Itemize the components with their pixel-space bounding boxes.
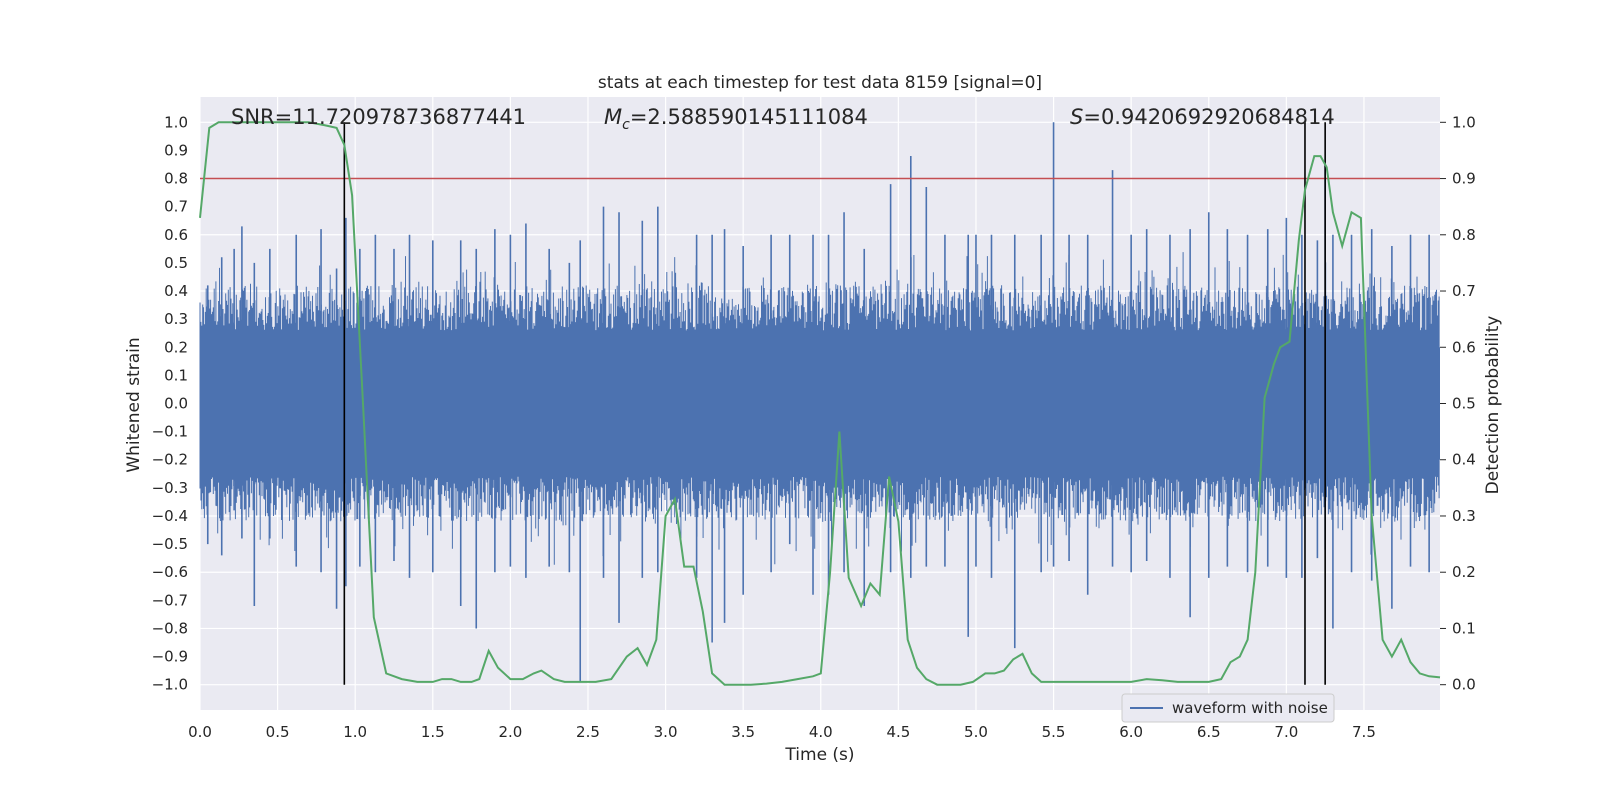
vertical-markers bbox=[343, 122, 1326, 685]
y-right-tick-label: 0.3 bbox=[1452, 507, 1476, 525]
y-left-tick-label: −0.5 bbox=[152, 535, 188, 553]
y-left-tick-label: 0.9 bbox=[164, 141, 188, 159]
y-right-tick-label: 0.9 bbox=[1452, 170, 1476, 188]
y-left-tick-label: −0.3 bbox=[152, 479, 188, 497]
y-left-tick-label: 0.0 bbox=[164, 395, 188, 413]
y-left-tick-label: 1.0 bbox=[164, 113, 188, 131]
x-tick-label: 4.0 bbox=[809, 723, 833, 741]
x-tick-label: 3.5 bbox=[731, 723, 755, 741]
y-left-tick-label: −0.4 bbox=[152, 507, 188, 525]
x-tick-label: 4.5 bbox=[886, 723, 910, 741]
x-axis-label: Time (s) bbox=[784, 745, 854, 765]
y-left-tick-label: 0.6 bbox=[164, 226, 188, 244]
y-left-tick-label: 0.5 bbox=[164, 254, 188, 272]
y-right-tick-label: 0.0 bbox=[1452, 676, 1476, 694]
y-right-tick-label: 0.1 bbox=[1452, 619, 1476, 637]
x-tick-label: 1.0 bbox=[343, 723, 367, 741]
s-value: =0.9420692920684814 bbox=[1083, 105, 1334, 129]
x-tick-label: 7.5 bbox=[1352, 723, 1376, 741]
x-tick-label: 2.0 bbox=[498, 723, 522, 741]
y-left-tick-label: −1.0 bbox=[152, 676, 188, 694]
x-axis-ticks: 0.0 0.5 1.0 1.5 2.0 2.5 3.0 3.5 4.0 4.5 5.0 5.5 6.0 6… bbox=[188, 723, 1376, 741]
y-right-tick-label: 0.6 bbox=[1452, 338, 1476, 356]
chirp-mass-annotation: Mc=2.588590145111084 bbox=[604, 105, 868, 133]
mc-symbol: M bbox=[604, 105, 622, 129]
x-tick-label: 5.5 bbox=[1042, 723, 1066, 741]
y-left-tick-label: 0.3 bbox=[164, 310, 188, 328]
x-tick-label: 6.0 bbox=[1119, 723, 1143, 741]
y-left-tick-label: 0.7 bbox=[164, 198, 188, 216]
y-right-tick-label: 0.4 bbox=[1452, 451, 1476, 469]
y-right-tick-label: 0.2 bbox=[1452, 563, 1476, 581]
y-right-tick-label: 0.7 bbox=[1452, 282, 1476, 300]
y-right-tick-label: 0.8 bbox=[1452, 226, 1476, 244]
x-tick-label: 0.0 bbox=[188, 723, 212, 741]
y-left-tick-label: 0.4 bbox=[164, 282, 188, 300]
y-left-tick-label: 0.2 bbox=[164, 338, 188, 356]
x-tick-label: 3.0 bbox=[654, 723, 678, 741]
x-tick-label: 2.5 bbox=[576, 723, 600, 741]
y-left-tick-label: −0.7 bbox=[152, 591, 188, 609]
legend-label: waveform with noise bbox=[1172, 699, 1328, 717]
score-annotation: S=0.9420692920684814 bbox=[1070, 105, 1335, 129]
y-left-tick-label: −0.6 bbox=[152, 563, 188, 581]
y-right-axis-ticks: 1.0 0.9 0.8 0.7 0.6 0.5 0.4 0.3 0.2 0.1 0.0 bbox=[1440, 113, 1476, 694]
y-left-tick-label: −0.9 bbox=[152, 648, 188, 666]
y-left-tick-label: −0.2 bbox=[152, 451, 188, 469]
probability-series-line bbox=[199, 121, 1441, 686]
s-symbol: S bbox=[1070, 105, 1083, 129]
legend: waveform with noise bbox=[1121, 693, 1335, 723]
y-left-tick-label: 0.1 bbox=[164, 366, 188, 384]
y-right-tick-label: 1.0 bbox=[1452, 113, 1476, 131]
chart-title: stats at each timestep for test data 815… bbox=[598, 73, 1042, 93]
x-tick-label: 6.5 bbox=[1197, 723, 1221, 741]
y-left-tick-label: 0.8 bbox=[164, 170, 188, 188]
y-axis-right-label: Detection probability bbox=[1483, 316, 1503, 495]
y-left-tick-label: −0.8 bbox=[152, 619, 188, 637]
x-tick-label: 5.0 bbox=[964, 723, 988, 741]
mc-value: =2.588590145111084 bbox=[630, 105, 868, 129]
y-left-tick-label: −0.1 bbox=[152, 423, 188, 441]
y-right-tick-label: 0.5 bbox=[1452, 395, 1476, 413]
x-tick-label: 7.0 bbox=[1274, 723, 1298, 741]
snr-annotation: SNR=11.720978736877441 bbox=[231, 105, 526, 129]
legend-box bbox=[1121, 693, 1335, 723]
x-tick-label: 1.5 bbox=[421, 723, 445, 741]
mc-subscript: c bbox=[622, 117, 630, 133]
y-left-axis-ticks: 1.0 0.9 0.8 0.7 0.6 0.5 0.4 0.3 0.2 0.1 0.0 −0.1 −0.… bbox=[152, 113, 188, 693]
y-axis-left-label: Whitened strain bbox=[124, 337, 144, 472]
x-tick-label: 0.5 bbox=[266, 723, 290, 741]
waveform-series bbox=[199, 122, 1440, 682]
